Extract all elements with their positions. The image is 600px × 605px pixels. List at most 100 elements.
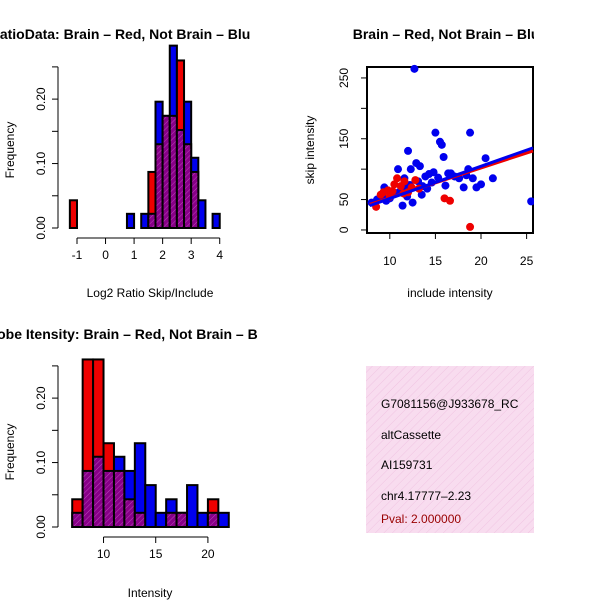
probe-chart-title: Probe Itensity: Brain – Red, Not Brain –…: [0, 326, 258, 342]
x-tick-label-0-4: 3: [188, 248, 195, 262]
scatter-point-blue-45: [429, 168, 438, 177]
scatter-point-blue-40: [477, 180, 486, 189]
scatter-point-blue-38: [468, 174, 477, 183]
scatter-point-blue-9: [398, 201, 407, 210]
scatter-y-axis-label: skip intensity: [303, 116, 317, 185]
histogram-overlap-hatch-2-10: [177, 513, 187, 526]
x-tick-label-0-1: 0: [102, 248, 109, 262]
scatter-y-tick-label-3: 250: [337, 68, 351, 88]
histogram-bar-0-1: [125, 212, 136, 229]
histogram-bar-2-8: [154, 511, 168, 528]
histogram-bar-2-7: [144, 484, 157, 529]
scatter-y-tick-label-1: 50: [337, 193, 351, 207]
histogram-bar-2-12: [196, 511, 209, 528]
scatter-point-blue-19: [417, 190, 426, 199]
histogram-overlap-hatch-0-8: [185, 145, 191, 227]
y-tick-label-0-0: 0.00: [34, 216, 48, 240]
scatter-point-blue-27: [437, 140, 446, 149]
scatter-points: [367, 64, 536, 231]
scatter-point-blue-37: [466, 128, 475, 137]
histogram-overlap-hatch-0-5: [163, 116, 169, 227]
probe-y-axis-label: Frequency: [3, 424, 17, 481]
scatter-point-blue-34: [459, 183, 468, 192]
x-tick-label-0-3: 2: [159, 248, 166, 262]
scatter-point-red-11: [411, 176, 420, 185]
scatter-point-red-14: [446, 196, 454, 205]
y-tick-label-2-2: 0.20: [34, 386, 48, 410]
scatter-y-tick-label-0: 0: [337, 226, 351, 233]
scatter-point-blue-18: [415, 162, 424, 171]
histogram-overlap-hatch-2-3: [104, 471, 113, 526]
scatter-x-tick-label-0: 10: [383, 254, 397, 268]
histogram-bar-0-10: [197, 199, 207, 230]
event-type: altCassette: [381, 428, 441, 442]
scatter-point-blue-15: [410, 64, 419, 73]
scatter-point-red-8: [400, 177, 409, 186]
x-tick-label-2-1: 15: [149, 547, 163, 561]
scatter-point-blue-29: [441, 181, 450, 190]
scatter-point-blue-44: [406, 165, 415, 174]
histogram-overlap-hatch-2-2: [94, 457, 103, 526]
ratio-bars: [68, 44, 221, 230]
probe-intensity-histogram: Probe Itensity: Brain – Red, Not Brain –…: [0, 326, 258, 600]
scatter-x-axis-label: include intensity: [407, 286, 492, 300]
histogram-bar-2-11: [186, 484, 199, 529]
histogram-overlap-hatch-2-6: [135, 513, 145, 526]
histogram-bar-2-14: [217, 511, 230, 528]
scatter-point-blue-12: [404, 146, 413, 155]
histogram-overlap-hatch-0-7: [177, 131, 184, 227]
histogram-bar-0-0: [68, 199, 78, 230]
scatter-x-tick-label-3: 25: [520, 254, 534, 268]
right-margin: [534, 0, 600, 600]
ratio-histogram: RatioData: Brain – Red, Not Brain – Blu …: [0, 26, 250, 300]
y-tick-label-2-1: 0.10: [34, 451, 48, 475]
scatter-plot-frame: [366, 66, 534, 234]
histogram-overlap-hatch-0-9: [192, 172, 198, 227]
y-tick-label-0-2: 0.20: [34, 87, 48, 111]
ratio-axes: -1 0 1 2 3 4 0.00 0.10 0.20: [34, 66, 223, 262]
scatter-point-blue-43: [527, 197, 536, 206]
info-box-background: [366, 366, 534, 533]
scatter-point-red-15: [466, 222, 475, 231]
x-tick-label-2-2: 20: [201, 547, 215, 561]
scatter-point-blue-41: [481, 154, 490, 163]
ratio-y-axis-label: Frequency: [3, 122, 17, 179]
scatter-y-tick-label-2: 150: [337, 128, 351, 148]
scatter-point-blue-42: [488, 174, 497, 183]
intensity-scatter: Brain – Red, Not Brain – Blue include in…: [303, 26, 547, 300]
probe-x-axis-label: Intensity: [128, 586, 173, 600]
histogram-overlap-hatch-2-9: [167, 513, 176, 526]
y-tick-label-2-0: 0.00: [34, 515, 48, 539]
ratio-x-axis-label: Log2 Ratio Skip/Include: [87, 286, 214, 300]
p-value: Pval: 2.000000: [381, 512, 461, 526]
x-tick-label-0-2: 1: [131, 248, 138, 262]
probe-info-box: G7081156@J933678_RC altCassette AI159731…: [366, 366, 534, 533]
scatter-point-blue-14: [408, 198, 417, 207]
scatter-chart-title: Brain – Red, Not Brain – Blue: [353, 26, 548, 42]
scatter-x-tick-label-2: 20: [474, 254, 488, 268]
probe-bars: [71, 358, 230, 529]
blue-fit-line: [369, 146, 534, 208]
histogram-overlap-hatch-0-6: [170, 116, 176, 227]
y-tick-label-0-1: 0.10: [34, 152, 48, 176]
histogram-overlap-hatch-0-3: [149, 214, 155, 227]
histogram-overlap-hatch-2-4: [114, 471, 124, 526]
scatter-point-red-5: [390, 180, 399, 189]
scatter-point-blue-28: [439, 152, 448, 161]
histogram-bar-0-2: [140, 212, 150, 229]
probe-id: G7081156@J933678_RC: [381, 397, 519, 411]
histogram-overlap-hatch-2-5: [125, 500, 134, 526]
accession: AI159731: [381, 458, 433, 472]
scatter-x-tick-label-1: 15: [429, 254, 443, 268]
histogram-overlap-hatch-0-4: [156, 145, 162, 227]
scatter-point-red-6: [393, 174, 402, 183]
x-tick-label-0-0: -1: [72, 248, 83, 262]
genomic-location: chr4.17777–2.23: [381, 489, 471, 503]
probe-axes: 10 15 20 0.00 0.10 0.20: [34, 365, 215, 561]
scatter-point-blue-46: [394, 165, 403, 174]
x-tick-label-0-5: 4: [216, 248, 223, 262]
histogram-overlap-hatch-2-1: [83, 471, 93, 526]
histogram-overlap-hatch-2-13: [208, 513, 218, 526]
